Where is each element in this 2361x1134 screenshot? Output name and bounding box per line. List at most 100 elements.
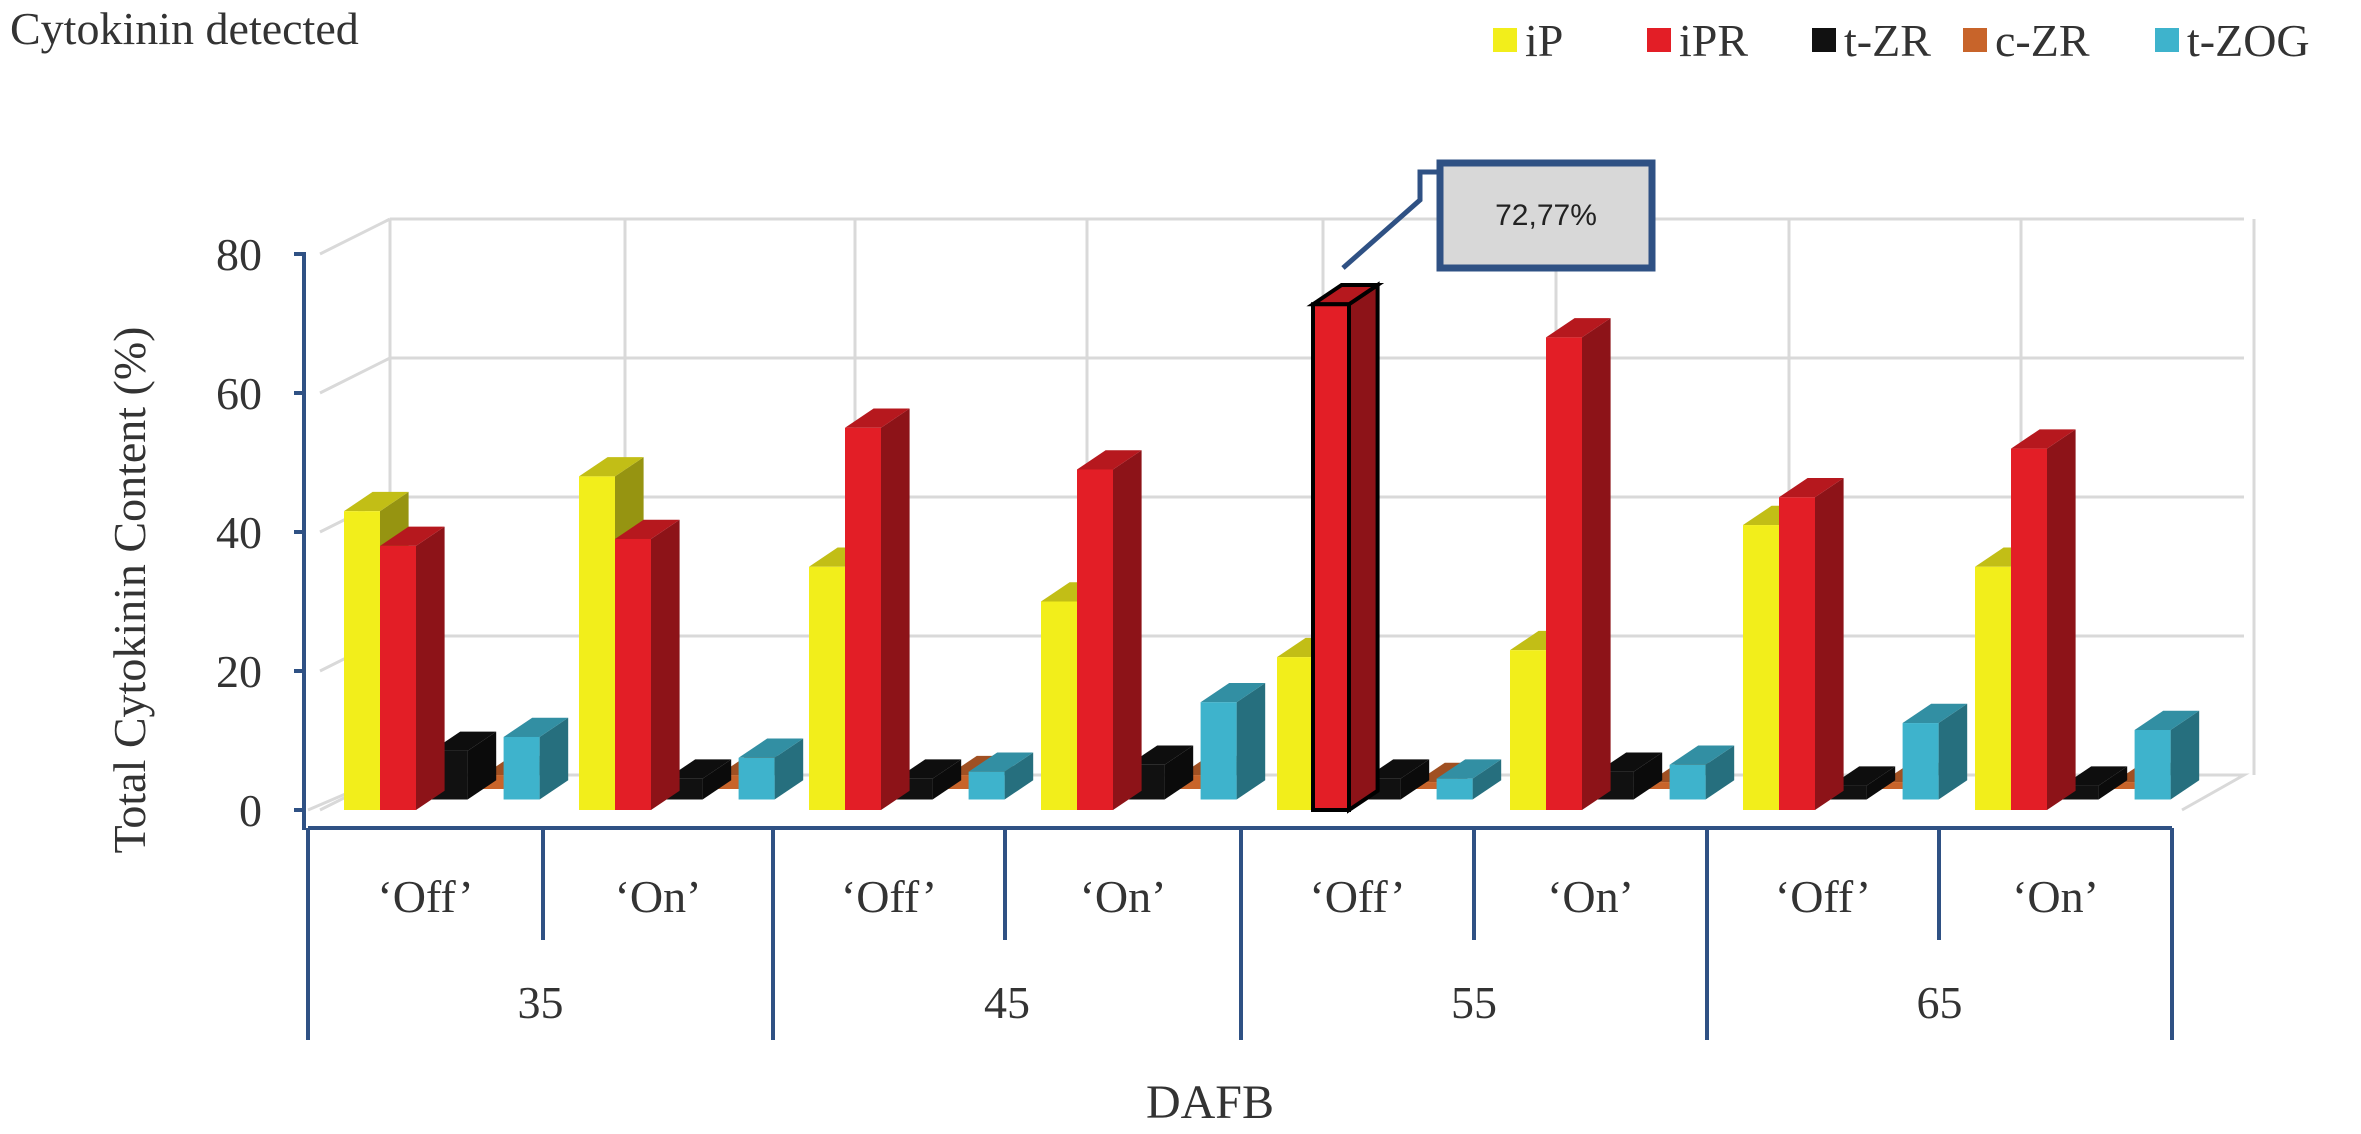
bar-iPR-5 [1546, 318, 1611, 810]
bar-top [2011, 429, 2076, 449]
axes: 0 20 40 60 80 [216, 229, 2174, 1040]
bar-side [2047, 429, 2076, 810]
bar-side [1815, 478, 1844, 810]
bar-iPR-7 [2011, 429, 2076, 810]
callout-label: 72,77% [1495, 199, 1597, 232]
x-group-label: 45 [984, 977, 1030, 1028]
bar-top [666, 759, 732, 779]
bar-side [881, 408, 910, 810]
bar-front [1436, 778, 1473, 800]
bar-front [1077, 469, 1113, 810]
x-group-label: 65 [1917, 977, 1963, 1028]
x-category-label: ‘On’ [2012, 871, 2099, 922]
legend-label-t-ZR: t-ZR [1844, 15, 1931, 66]
legend-swatch-iP [1493, 28, 1517, 52]
x-category-label: ‘Off’ [1775, 871, 1871, 922]
bar-top [2134, 710, 2200, 730]
bar-iPR-4 [1306, 281, 1385, 814]
legend-swatch-iPR [1647, 28, 1671, 52]
bar-front [1743, 525, 1779, 810]
legend-label-c-ZR: c-ZR [1995, 15, 2090, 66]
bar-top [1902, 703, 1968, 724]
bar-top [1669, 745, 1735, 765]
x-category-label: ‘On’ [1080, 871, 1167, 922]
bar-front [1779, 497, 1815, 810]
bar-t-ZOG-4 [1436, 759, 1502, 800]
bar-side [932, 759, 962, 800]
callout-leader [1341, 169, 1440, 270]
bar-top [1077, 450, 1142, 470]
bar-t-ZOG-2 [968, 752, 1034, 800]
bar-top [1436, 759, 1502, 779]
bar-top [845, 408, 910, 428]
bar-t-ZOG-0 [503, 717, 569, 800]
x-category-label: ‘Off’ [377, 871, 473, 922]
bar-top [1597, 752, 1663, 772]
bar-front [845, 427, 881, 810]
x-category-label: ‘Off’ [1309, 871, 1405, 922]
legend-label-t-ZOG: t-ZOG [2187, 15, 2310, 66]
bar-side [1347, 281, 1380, 814]
bar-top [579, 457, 644, 477]
bar-front [380, 545, 416, 810]
bar-side [1472, 759, 1502, 800]
bar-front [738, 757, 775, 800]
bar-top [503, 717, 569, 737]
bar-side [1938, 703, 1968, 800]
bar-t-ZOG-1 [738, 738, 804, 800]
bar-t-ZOG-7 [2134, 710, 2200, 800]
bar-t-ZR-7 [2062, 766, 2128, 800]
legend: iP iPR t-ZR c-ZR t-ZOG [1493, 15, 2310, 66]
bar-side [1582, 318, 1611, 810]
bar-iPR-3 [1077, 450, 1142, 810]
bar-front [1277, 657, 1313, 810]
y-axis-title: Total Cytokinin Content (%) [104, 326, 155, 853]
bar-front [1510, 650, 1546, 810]
bar-top [968, 752, 1034, 772]
bar-front [1416, 782, 1453, 789]
bar-side [2170, 710, 2200, 800]
bar-side [1866, 766, 1896, 800]
bar-front [1041, 601, 1077, 810]
bar-t-ZOG-3 [1200, 682, 1266, 800]
bar-front [1975, 566, 2011, 810]
bar-t-ZOG-6 [1902, 703, 1968, 800]
bar-top [738, 738, 804, 758]
bar-front [344, 511, 380, 810]
bar-top [1779, 478, 1844, 498]
bar-top [1830, 766, 1896, 786]
bar-side [1004, 752, 1034, 800]
bar-front [503, 736, 540, 800]
bar-front [1546, 337, 1582, 810]
legend-swatch-t-ZOG [2155, 28, 2179, 52]
bar-top [431, 731, 497, 751]
x-group-label: 55 [1451, 977, 1497, 1028]
bar-top [2062, 766, 2128, 786]
bar-side [2098, 766, 2128, 800]
bar-side [1164, 745, 1194, 800]
bar-top [1546, 318, 1611, 338]
bar-side [1633, 752, 1663, 800]
y-tick-label: 0 [239, 785, 262, 836]
chart-title: Cytokinin detected [10, 3, 359, 54]
bar-front [579, 476, 615, 810]
bar-iPR-0 [380, 526, 445, 810]
bar-front [2134, 730, 2171, 800]
bar-top [1128, 745, 1194, 765]
data-callout: 72,77% [1341, 159, 1656, 272]
bar-front [2114, 782, 2151, 789]
bar-side [702, 759, 732, 800]
y-tick-label: 20 [216, 646, 262, 697]
bar-top [1200, 682, 1266, 703]
bar-top [615, 519, 680, 539]
bar-front [1902, 723, 1939, 800]
bar-front [968, 771, 1005, 800]
x-axis-labels: ‘Off’ ‘On’ ‘Off’ ‘On’ ‘Off’ ‘On’ ‘Off’ ‘On’ 35 45… [377, 871, 2099, 1028]
bar-iPR-6 [1779, 478, 1844, 810]
bar-front [1649, 782, 1686, 789]
gridline-side [319, 356, 391, 395]
x-category-label: ‘On’ [1547, 871, 1634, 922]
legend-label-iP: iP [1525, 15, 1563, 66]
bar-front [1669, 764, 1706, 800]
